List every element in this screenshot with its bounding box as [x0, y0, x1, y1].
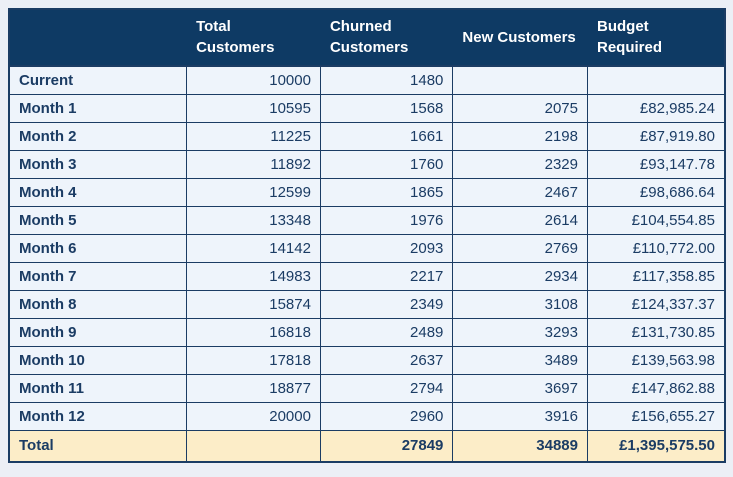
table-row-month-4: Month 4 12599 1865 2467 £98,686.64 [8, 178, 726, 207]
new-customers-cell: 34889 [452, 430, 588, 463]
table-row-month-12: Month 12 20000 2960 3916 £156,655.27 [8, 402, 726, 431]
churned-customers-cell: 1976 [319, 206, 454, 235]
table-row-month-9: Month 9 16818 2489 3293 £131,730.85 [8, 318, 726, 347]
total-customers-cell: 18877 [186, 374, 321, 403]
total-customers-cell: 15874 [186, 290, 321, 319]
churned-customers-cell: 1480 [319, 65, 454, 95]
row-label-cell: Month 9 [8, 318, 188, 347]
new-customers-cell: 2198 [452, 122, 588, 151]
churned-customers-cell: 2794 [319, 374, 454, 403]
table-row-month-2: Month 2 11225 1661 2198 £87,919.80 [8, 122, 726, 151]
table-row-month-7: Month 7 14983 2217 2934 £117,358.85 [8, 262, 726, 291]
new-customers-cell: 3108 [452, 290, 588, 319]
churned-customers-cell: 1760 [319, 150, 454, 179]
row-label-cell: Month 11 [8, 374, 188, 403]
churned-customers-cell: 2349 [319, 290, 454, 319]
table-body: Current 10000 1480 Month 1 10595 1568 20… [8, 65, 726, 463]
new-customers-cell: 2769 [452, 234, 588, 263]
churned-customers-cell: 27849 [319, 430, 454, 463]
table-row-month-3: Month 3 11892 1760 2329 £93,147.78 [8, 150, 726, 179]
row-label-cell: Month 6 [8, 234, 188, 263]
row-label-cell: Month 2 [8, 122, 188, 151]
table-row-month-1: Month 1 10595 1568 2075 £82,985.24 [8, 94, 726, 123]
customer-forecast-table: Total Customers Churned Customers New Cu… [8, 8, 726, 463]
table-row-current: Current 10000 1480 [8, 65, 726, 95]
churned-customers-cell: 1865 [319, 178, 454, 207]
budget-required-cell: £156,655.27 [587, 402, 726, 431]
churned-customers-cell: 1661 [319, 122, 454, 151]
total-customers-cell: 20000 [186, 402, 321, 431]
total-customers-cell: 10595 [186, 94, 321, 123]
new-customers-header: New Customers [452, 8, 588, 67]
churned-customers-cell: 2489 [319, 318, 454, 347]
budget-required-cell [587, 65, 726, 95]
total-customers-cell: 11892 [186, 150, 321, 179]
new-customers-cell: 2467 [452, 178, 588, 207]
new-customers-cell: 2934 [452, 262, 588, 291]
total-customers-cell: 14142 [186, 234, 321, 263]
row-label-cell: Month 10 [8, 346, 188, 375]
new-customers-cell: 3489 [452, 346, 588, 375]
budget-required-cell: £87,919.80 [587, 122, 726, 151]
budget-required-cell: £117,358.85 [587, 262, 726, 291]
header-row: Total Customers Churned Customers New Cu… [8, 8, 726, 67]
row-label-cell: Month 8 [8, 290, 188, 319]
new-customers-cell: 2329 [452, 150, 588, 179]
budget-required-cell: £93,147.78 [587, 150, 726, 179]
row-label-cell: Month 12 [8, 402, 188, 431]
churned-customers-cell: 2093 [319, 234, 454, 263]
churned-customers-cell: 1568 [319, 94, 454, 123]
churned-customers-cell: 2217 [319, 262, 454, 291]
total-customers-cell: 11225 [186, 122, 321, 151]
row-label-cell: Month 3 [8, 150, 188, 179]
total-customers-cell [186, 430, 321, 463]
total-row: Total 27849 34889 £1,395,575.50 [8, 430, 726, 463]
budget-required-cell: £104,554.85 [587, 206, 726, 235]
total-customers-cell: 16818 [186, 318, 321, 347]
total-customers-cell: 14983 [186, 262, 321, 291]
total-customers-header: Total Customers [186, 8, 321, 67]
table-header: Total Customers Churned Customers New Cu… [8, 8, 726, 67]
total-customers-cell: 17818 [186, 346, 321, 375]
row-label-cell: Current [8, 65, 188, 95]
budget-required-cell: £110,772.00 [587, 234, 726, 263]
churned-customers-cell: 2960 [319, 402, 454, 431]
total-customers-cell: 10000 [186, 65, 321, 95]
total-customers-cell: 13348 [186, 206, 321, 235]
new-customers-cell: 3293 [452, 318, 588, 347]
corner-header-cell [8, 8, 188, 67]
new-customers-cell [452, 65, 588, 95]
budget-required-cell: £147,862.88 [587, 374, 726, 403]
budget-required-cell: £82,985.24 [587, 94, 726, 123]
row-label-cell: Month 4 [8, 178, 188, 207]
budget-required-header: Budget Required [587, 8, 726, 67]
churned-customers-cell: 2637 [319, 346, 454, 375]
row-label-cell: Month 5 [8, 206, 188, 235]
total-customers-cell: 12599 [186, 178, 321, 207]
table-row-month-5: Month 5 13348 1976 2614 £104,554.85 [8, 206, 726, 235]
new-customers-cell: 3697 [452, 374, 588, 403]
budget-required-cell: £139,563.98 [587, 346, 726, 375]
budget-required-cell: £131,730.85 [587, 318, 726, 347]
row-label-cell: Month 1 [8, 94, 188, 123]
new-customers-cell: 2614 [452, 206, 588, 235]
table-row-month-11: Month 11 18877 2794 3697 £147,862.88 [8, 374, 726, 403]
table-row-month-10: Month 10 17818 2637 3489 £139,563.98 [8, 346, 726, 375]
row-label-cell: Month 7 [8, 262, 188, 291]
budget-required-cell: £98,686.64 [587, 178, 726, 207]
table-row-month-8: Month 8 15874 2349 3108 £124,337.37 [8, 290, 726, 319]
row-label-cell: Total [8, 430, 188, 463]
new-customers-cell: 3916 [452, 402, 588, 431]
budget-required-cell: £1,395,575.50 [587, 430, 726, 463]
churned-customers-header: Churned Customers [319, 8, 454, 67]
table-row-month-6: Month 6 14142 2093 2769 £110,772.00 [8, 234, 726, 263]
budget-required-cell: £124,337.37 [587, 290, 726, 319]
new-customers-cell: 2075 [452, 94, 588, 123]
